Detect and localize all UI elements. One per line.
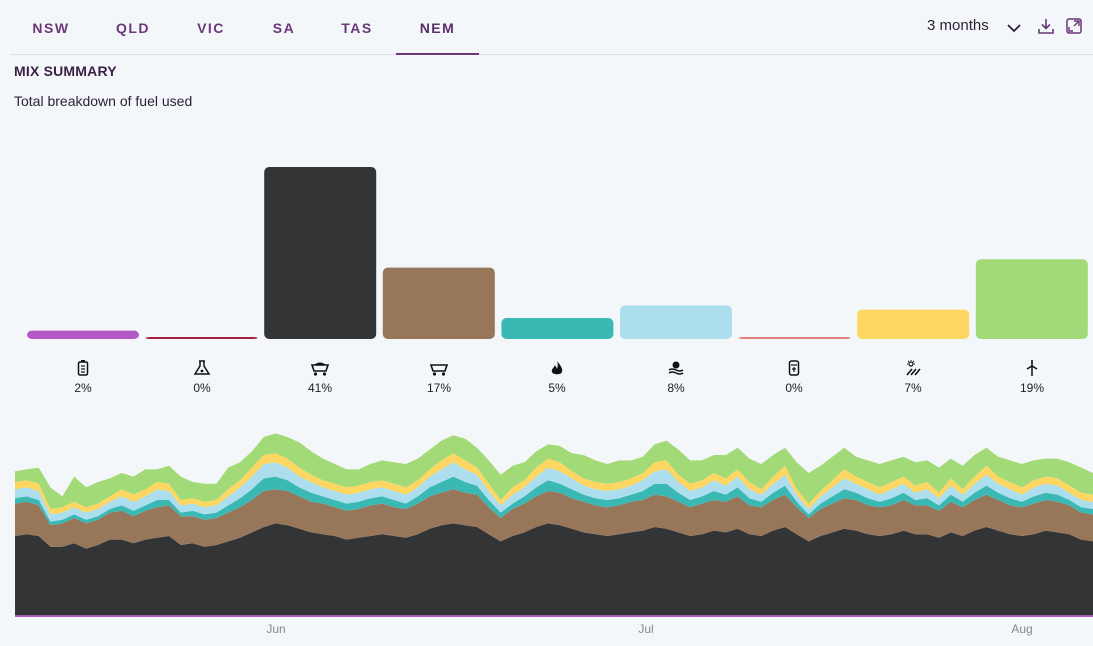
fuel-pct-wind: 19% <box>1019 381 1045 395</box>
tab-sa[interactable]: SA <box>272 20 296 36</box>
region-tabs: NSW QLD VIC SA TAS NEM <box>10 0 1093 55</box>
fuel-pct-brown-coal: 17% <box>426 381 452 395</box>
fuel-mix-bar-chart <box>27 167 1088 339</box>
fuel-pct-bio: 0% <box>785 381 803 395</box>
range-label: 3 months <box>927 17 989 34</box>
mix-summary-subtitle: Total breakdown of fuel used <box>14 93 193 109</box>
bio-canister-icon <box>788 360 800 376</box>
fuel-pct-gas: 5% <box>548 381 566 395</box>
bar-black-coal[interactable] <box>264 167 377 339</box>
tab-tas[interactable]: TAS <box>341 20 373 36</box>
solar-icon <box>906 360 921 376</box>
x-tick-jul: Jul <box>638 622 654 636</box>
tab-nsw[interactable]: NSW <box>32 20 70 36</box>
area-series-1 <box>15 523 1093 616</box>
bar-wind[interactable] <box>975 259 1088 339</box>
bar-gas[interactable] <box>501 318 614 339</box>
fuel-pct-solar: 7% <box>904 381 922 395</box>
flask-icon <box>193 360 211 375</box>
download-icon[interactable] <box>1037 17 1055 35</box>
area-series-3 <box>15 476 1093 526</box>
bar-brown-coal[interactable] <box>382 267 495 339</box>
battery-icon <box>77 360 89 376</box>
x-tick-jun: Jun <box>266 622 286 636</box>
tab-vic[interactable]: VIC <box>197 20 225 36</box>
hydro-icon <box>668 361 684 375</box>
x-tick-aug: Aug <box>1011 622 1033 636</box>
bar-bio[interactable] <box>738 337 851 339</box>
area-series-0 <box>15 615 1093 617</box>
bar-hydro[interactable] <box>620 305 732 339</box>
wind-icon <box>1026 360 1038 376</box>
bar-battery[interactable] <box>27 330 139 339</box>
fuel-pct-hydro: 8% <box>667 381 685 395</box>
area-series-4 <box>15 462 1093 522</box>
coal-cart-icon <box>310 362 330 376</box>
area-series-6 <box>15 433 1093 509</box>
fuel-mix-area-chart <box>15 433 1093 617</box>
mix-summary-title: MIX SUMMARY <box>14 63 117 79</box>
tab-nem[interactable]: NEM <box>396 0 479 55</box>
bar-solar[interactable] <box>857 309 970 339</box>
chevron-down-icon[interactable] <box>1006 21 1022 35</box>
fuel-pct-fuel-oil: 0% <box>193 381 211 395</box>
coal-cart-icon <box>429 364 449 376</box>
tab-qld[interactable]: QLD <box>115 20 151 36</box>
fuel-pct-black-coal: 41% <box>307 381 333 395</box>
area-series-5 <box>15 453 1093 515</box>
range-selector[interactable]: 3 months <box>927 17 989 34</box>
area-series-2 <box>15 489 1093 549</box>
fuel-pct-battery: 2% <box>74 381 92 395</box>
flame-icon <box>551 361 563 375</box>
bar-fuel-oil[interactable] <box>145 337 258 339</box>
expand-icon[interactable] <box>1065 17 1083 35</box>
